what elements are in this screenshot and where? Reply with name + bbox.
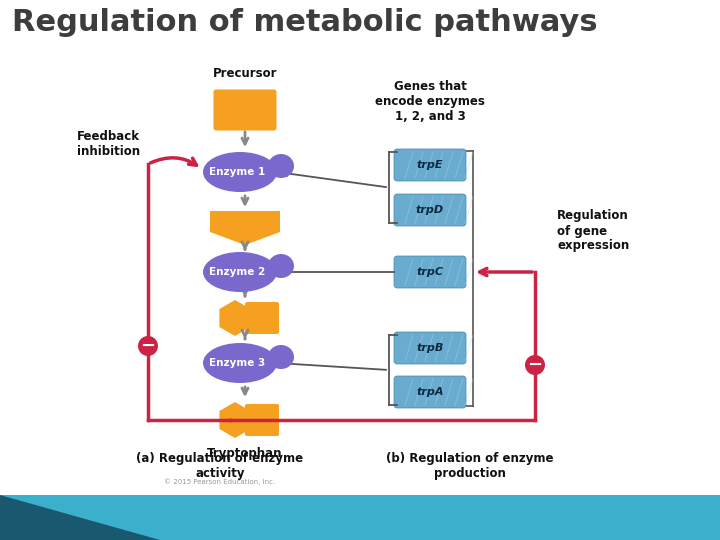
Text: trpA: trpA — [416, 387, 444, 397]
Text: trpE: trpE — [417, 160, 444, 170]
Text: trpC: trpC — [416, 267, 444, 277]
Text: (b) Regulation of enzyme
production: (b) Regulation of enzyme production — [386, 452, 554, 480]
Ellipse shape — [268, 154, 294, 178]
Ellipse shape — [203, 252, 277, 292]
FancyBboxPatch shape — [245, 302, 279, 334]
FancyBboxPatch shape — [394, 149, 466, 181]
Polygon shape — [220, 402, 251, 438]
FancyBboxPatch shape — [394, 194, 466, 226]
FancyBboxPatch shape — [394, 256, 466, 288]
Text: Enzyme 3: Enzyme 3 — [209, 358, 265, 368]
Circle shape — [138, 336, 158, 356]
Text: −: − — [528, 356, 543, 374]
Text: (a) Regulation of enzyme
activity: (a) Regulation of enzyme activity — [136, 452, 304, 480]
Text: Enzyme 2: Enzyme 2 — [209, 267, 265, 277]
Text: Regulation of metabolic pathways: Regulation of metabolic pathways — [12, 8, 598, 37]
Text: Tryptophan: Tryptophan — [207, 447, 283, 460]
FancyBboxPatch shape — [394, 332, 466, 364]
Text: Precursor: Precursor — [212, 67, 277, 80]
Text: trpD: trpD — [416, 205, 444, 215]
FancyBboxPatch shape — [394, 376, 466, 408]
Polygon shape — [210, 211, 280, 245]
Ellipse shape — [268, 254, 294, 278]
Circle shape — [525, 355, 545, 375]
Text: © 2015 Pearson Education, Inc.: © 2015 Pearson Education, Inc. — [164, 478, 276, 485]
Ellipse shape — [203, 152, 277, 192]
Ellipse shape — [203, 343, 277, 383]
FancyBboxPatch shape — [214, 90, 276, 131]
FancyBboxPatch shape — [245, 404, 279, 436]
Text: Regulation
of gene
expression: Regulation of gene expression — [557, 210, 629, 253]
Ellipse shape — [268, 345, 294, 369]
Text: −: − — [140, 337, 156, 355]
Text: Enzyme 1: Enzyme 1 — [209, 167, 265, 177]
Text: Genes that
encode enzymes
1, 2, and 3: Genes that encode enzymes 1, 2, and 3 — [375, 80, 485, 123]
Polygon shape — [220, 300, 251, 336]
Text: trpB: trpB — [416, 343, 444, 353]
FancyBboxPatch shape — [0, 495, 720, 540]
Polygon shape — [0, 495, 160, 540]
Text: Feedback
inhibition: Feedback inhibition — [77, 130, 140, 158]
